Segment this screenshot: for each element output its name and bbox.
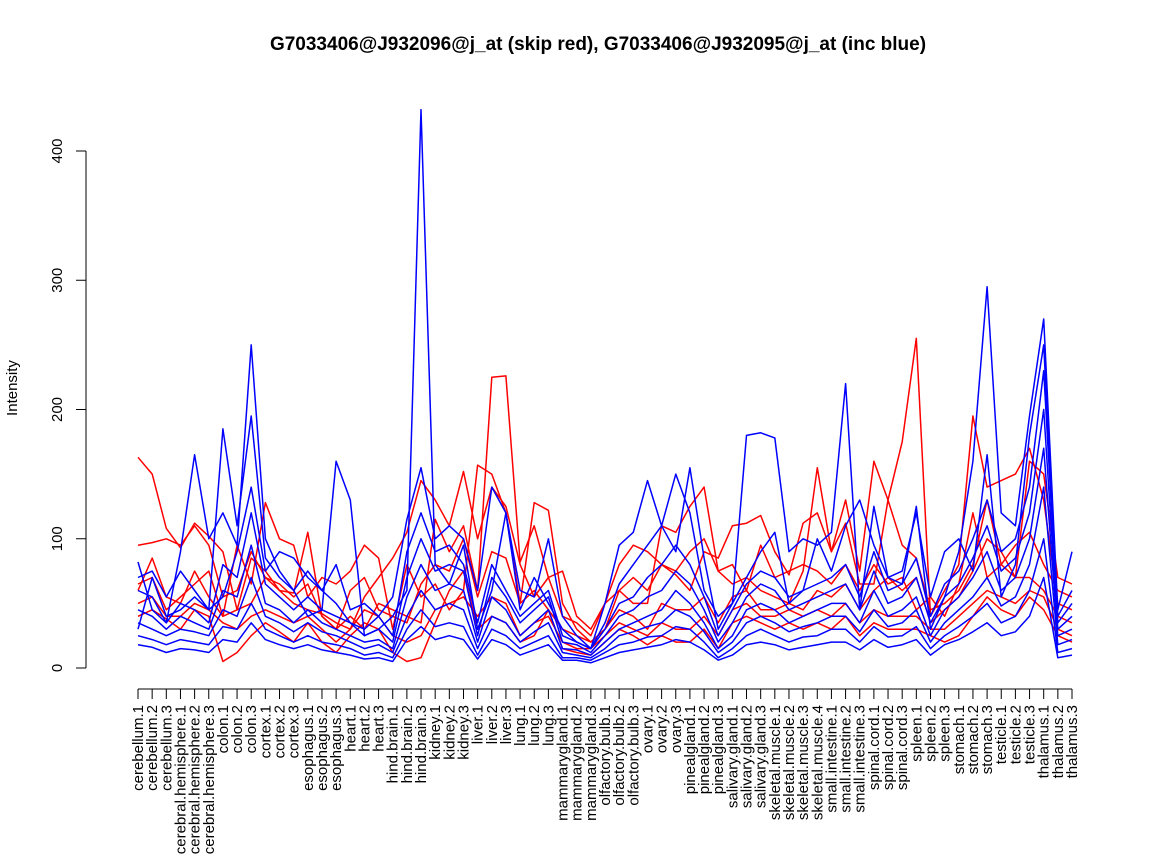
series-line-inc_1 [137, 108, 1073, 650]
x-tick-label: stomach.2 [965, 705, 982, 774]
x-tick-label: colon.2 [229, 705, 246, 753]
x-tick-label: cerebral.hemisphere.3 [201, 705, 218, 854]
x-tick-label: cerebral.hemisphere.2 [187, 705, 204, 854]
x-tick-label: skeletal.muscle.3 [795, 705, 812, 820]
x-tick-label: spleen.3 [937, 705, 954, 762]
y-tick-label: 0 [49, 664, 66, 672]
x-tick-label: esophagus.3 [328, 705, 345, 791]
x-tick-label: testicle.1 [993, 705, 1010, 764]
x-tick-label: ovary.1 [639, 705, 656, 753]
x-tick-label: stomach.3 [979, 705, 996, 774]
x-tick-label: small.intestine.1 [823, 705, 840, 813]
x-tick-label: cortex.1 [257, 705, 274, 758]
x-tick-label: heart.1 [342, 705, 359, 752]
x-tick-label: olfactory.bulb.2 [611, 705, 628, 806]
x-tick-label: kidney.1 [427, 705, 444, 760]
x-tick-label: skeletal.muscle.2 [781, 705, 798, 820]
y-tick-label: 300 [49, 268, 66, 293]
y-tick-label: 400 [49, 138, 66, 163]
x-tick-label: lung.2 [526, 705, 543, 746]
x-tick-label: pinealgland.3 [710, 705, 727, 794]
series-line-inc_3 [137, 369, 1073, 650]
x-tick-label: cerebellum.1 [130, 705, 147, 791]
series-line-inc_5 [137, 447, 1073, 656]
y-tick-label: 100 [49, 526, 66, 551]
x-tick-label: cerebellum.3 [158, 705, 175, 791]
x-tick-label: cortex.2 [272, 705, 289, 758]
x-tick-label: pinealgland.1 [682, 705, 699, 794]
x-tick-label: lung.1 [512, 705, 529, 746]
x-ticks: cerebellum.1cerebellum.2cerebellum.3cere… [130, 689, 1081, 854]
x-tick-label: esophagus.1 [300, 705, 317, 791]
x-tick-label: liver.2 [484, 705, 501, 744]
x-tick-label: pinealgland.2 [696, 705, 713, 794]
y-tick-label: 200 [49, 397, 66, 422]
x-tick-label: skeletal.muscle.1 [767, 705, 784, 820]
x-tick-label: spinal.cord.2 [880, 705, 897, 790]
x-tick-label: salivary.gland.3 [753, 705, 770, 808]
x-tick-label: hind.brain.3 [413, 705, 430, 783]
x-tick-label: lung.3 [540, 705, 557, 746]
x-tick-label: colon.1 [215, 705, 232, 753]
x-tick-label: heart.2 [356, 705, 373, 752]
x-tick-label: spleen.1 [908, 705, 925, 762]
x-tick-label: cortex.3 [286, 705, 303, 758]
x-tick-label: ovary.3 [668, 705, 685, 753]
series-line-inc_6 [137, 486, 1073, 659]
x-tick-label: spinal.cord.3 [894, 705, 911, 790]
x-tick-label: mammarygland.3 [583, 705, 600, 821]
x-tick-label: mammarygland.1 [555, 705, 572, 821]
x-tick-label: salivary.gland.2 [739, 705, 756, 808]
x-tick-label: olfactory.bulb.3 [625, 705, 642, 806]
x-tick-label: salivary.gland.1 [724, 705, 741, 808]
x-tick-label: hind.brain.1 [385, 705, 402, 783]
x-tick-label: skeletal.muscle.4 [809, 705, 826, 820]
x-tick-label: ovary.2 [654, 705, 671, 753]
x-tick-label: thalamus.3 [1064, 705, 1081, 778]
x-tick-label: esophagus.2 [314, 705, 331, 791]
x-tick-label: liver.1 [470, 705, 487, 744]
x-tick-label: small.intestine.2 [838, 705, 855, 813]
x-tick-label: testicle.3 [1022, 705, 1039, 764]
x-tick-label: heart.3 [371, 705, 388, 752]
series-line-inc_4 [137, 408, 1073, 654]
series-group [137, 108, 1073, 664]
x-tick-label: cerebral.hemisphere.1 [172, 705, 189, 854]
x-tick-label: thalamus.1 [1036, 705, 1053, 778]
series-line-inc_8 [137, 576, 1073, 664]
x-tick-label: mammarygland.2 [569, 705, 586, 821]
series-line-inc_2 [137, 344, 1073, 650]
x-tick-label: kidney.2 [441, 705, 458, 760]
x-tick-label: kidney.3 [455, 705, 472, 760]
x-tick-label: olfactory.bulb.1 [597, 705, 614, 806]
x-tick-label: testicle.2 [1007, 705, 1024, 764]
x-tick-label: colon.3 [243, 705, 260, 753]
x-tick-label: spinal.cord.1 [866, 705, 883, 790]
y-axis-label: Intensity [4, 360, 21, 416]
y-ticks: 0 100 200 300 400 [49, 138, 86, 672]
x-tick-label: stomach.1 [951, 705, 968, 774]
x-tick-label: liver.3 [498, 705, 515, 744]
x-tick-label: spleen.2 [922, 705, 939, 762]
x-tick-label: small.intestine.3 [852, 705, 869, 813]
x-tick-label: hind.brain.2 [399, 705, 416, 783]
series-line-inc_7 [137, 538, 1073, 661]
x-tick-label: cerebellum.2 [144, 705, 161, 791]
x-tick-label: thalamus.2 [1050, 705, 1067, 778]
chart-title: G7033406@J932096@j_at (skip red), G70334… [270, 34, 926, 55]
